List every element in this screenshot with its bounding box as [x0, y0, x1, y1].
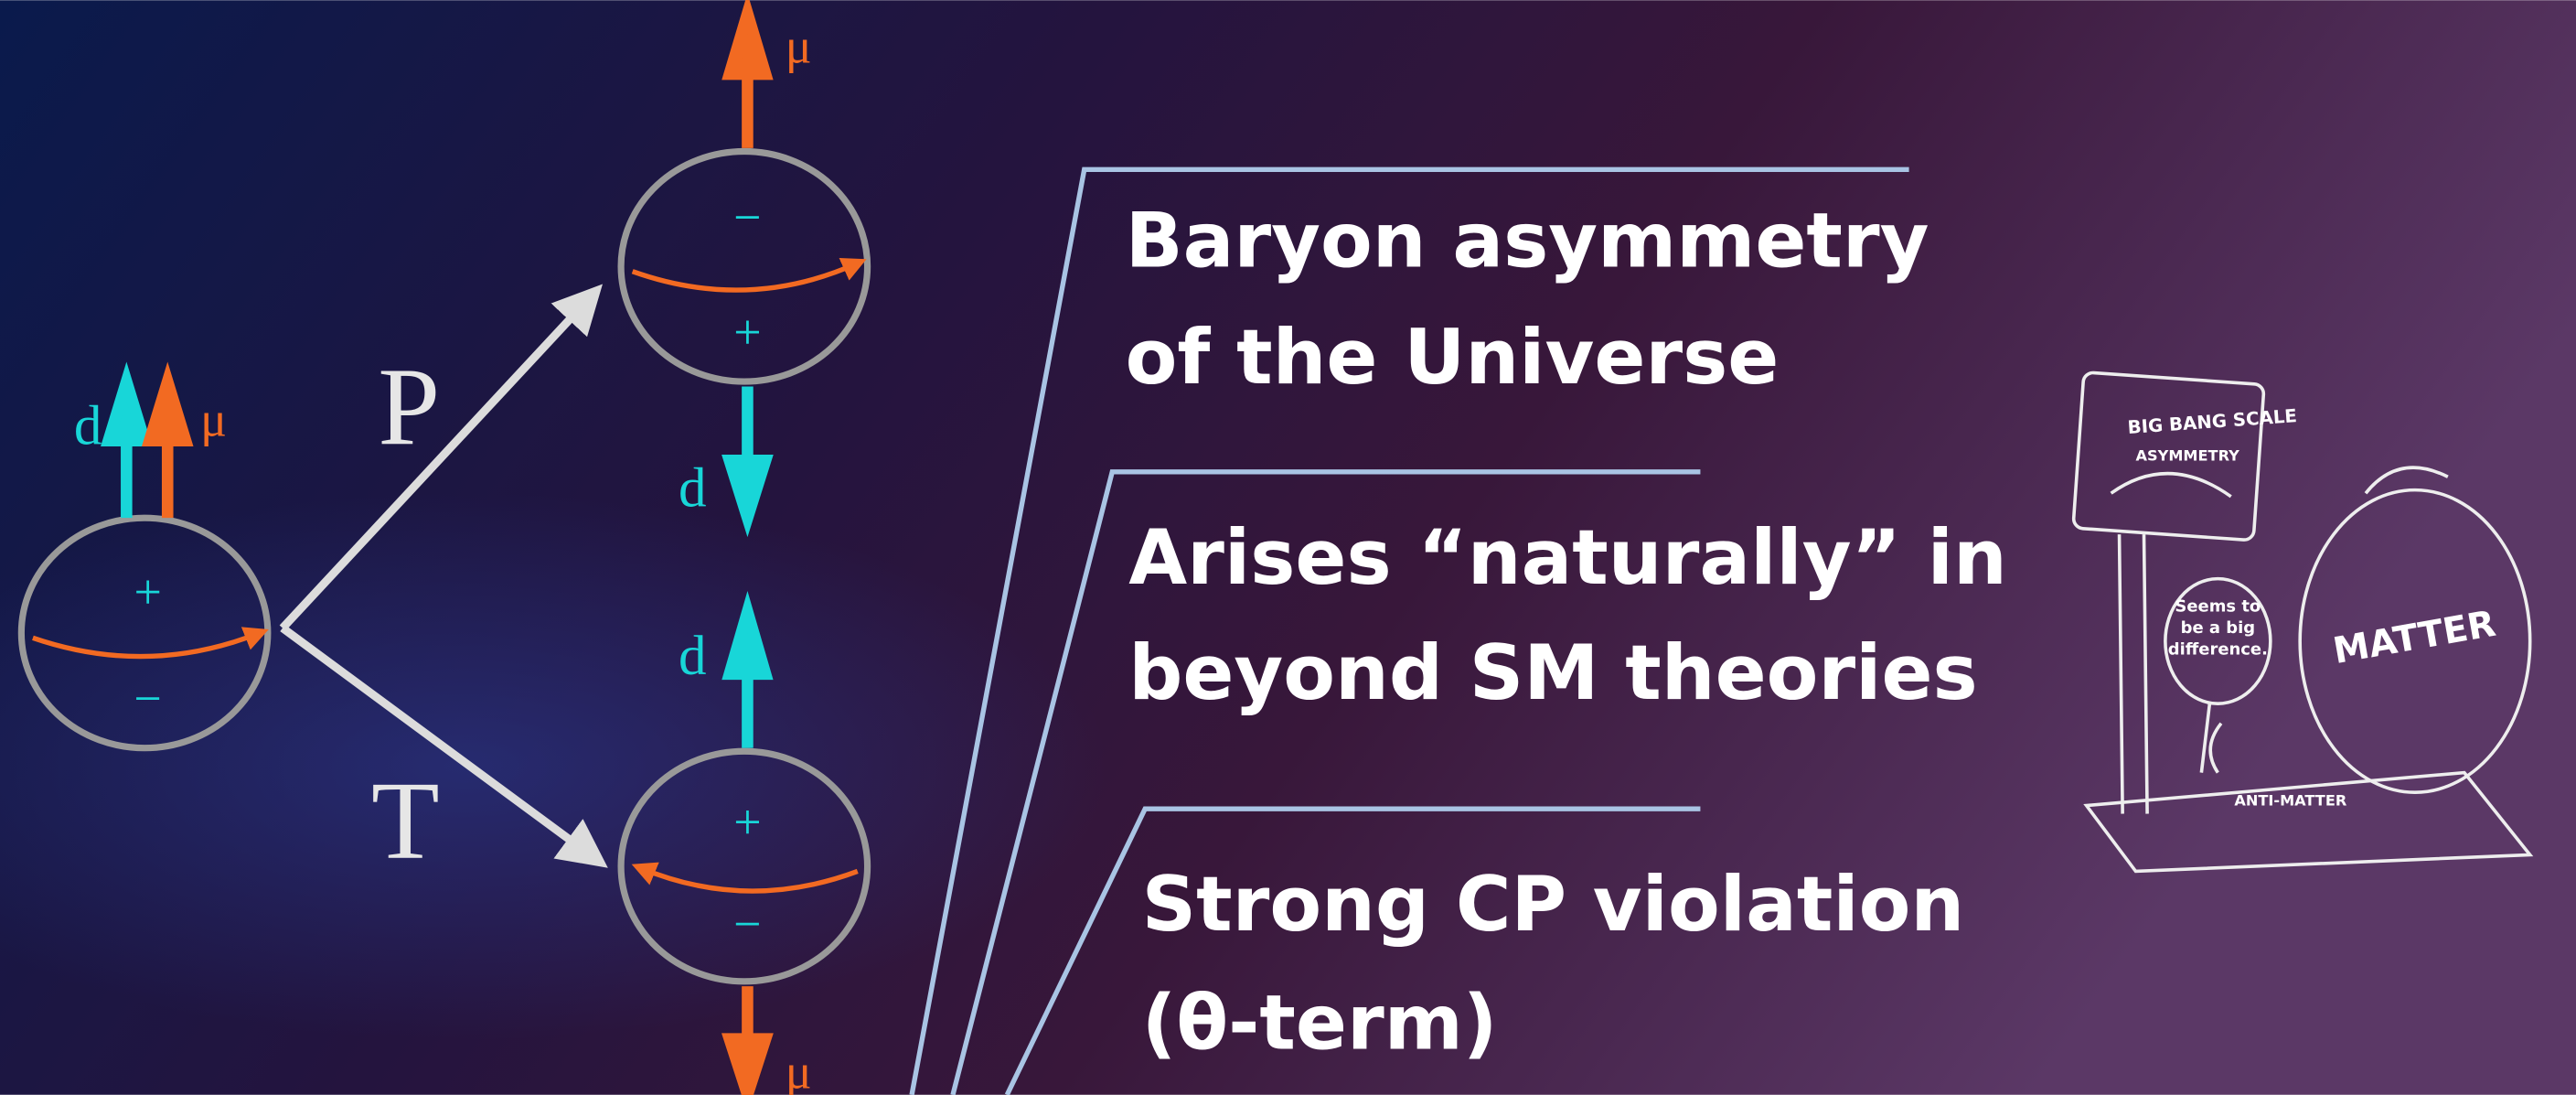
label-mu: μ: [786, 19, 812, 74]
label-plus: +: [733, 305, 761, 360]
label-d: d: [74, 395, 102, 456]
label-p: P: [378, 345, 440, 468]
slide: d μ + − P T μ d − + d μ + − Baryon asymm…: [0, 0, 2576, 1095]
cartoon-text: be a big: [2181, 618, 2256, 638]
cartoon-text: difference.: [2168, 639, 2268, 659]
cartoon-text: Seems to: [2175, 597, 2261, 617]
bullet-text: of the Universe: [1126, 314, 1780, 402]
bullet-text: (θ-term): [1142, 979, 1498, 1067]
label-t: T: [371, 759, 440, 883]
page: d μ + − P T μ d − + d μ + − Baryon asymm…: [0, 0, 2576, 1095]
bullet-text: Arises “naturally” in: [1128, 514, 2007, 602]
cartoon-text: ASYMMETRY: [2136, 446, 2240, 464]
bullet-text: Baryon asymmetry: [1126, 197, 1929, 284]
label-mu: μ: [200, 392, 227, 446]
label-minus: −: [733, 189, 761, 244]
label-d: d: [679, 626, 707, 687]
label-mu: μ: [786, 1045, 812, 1095]
label-d: d: [679, 458, 707, 520]
bullet-text: Strong CP violation: [1142, 861, 1965, 949]
bullet-text: beyond SM theories: [1128, 629, 1977, 717]
label-minus: −: [134, 671, 161, 726]
cartoon-text: ANTI-MATTER: [2234, 792, 2347, 810]
label-plus: +: [134, 564, 161, 619]
label-plus: +: [733, 794, 761, 849]
label-minus: −: [733, 896, 761, 951]
